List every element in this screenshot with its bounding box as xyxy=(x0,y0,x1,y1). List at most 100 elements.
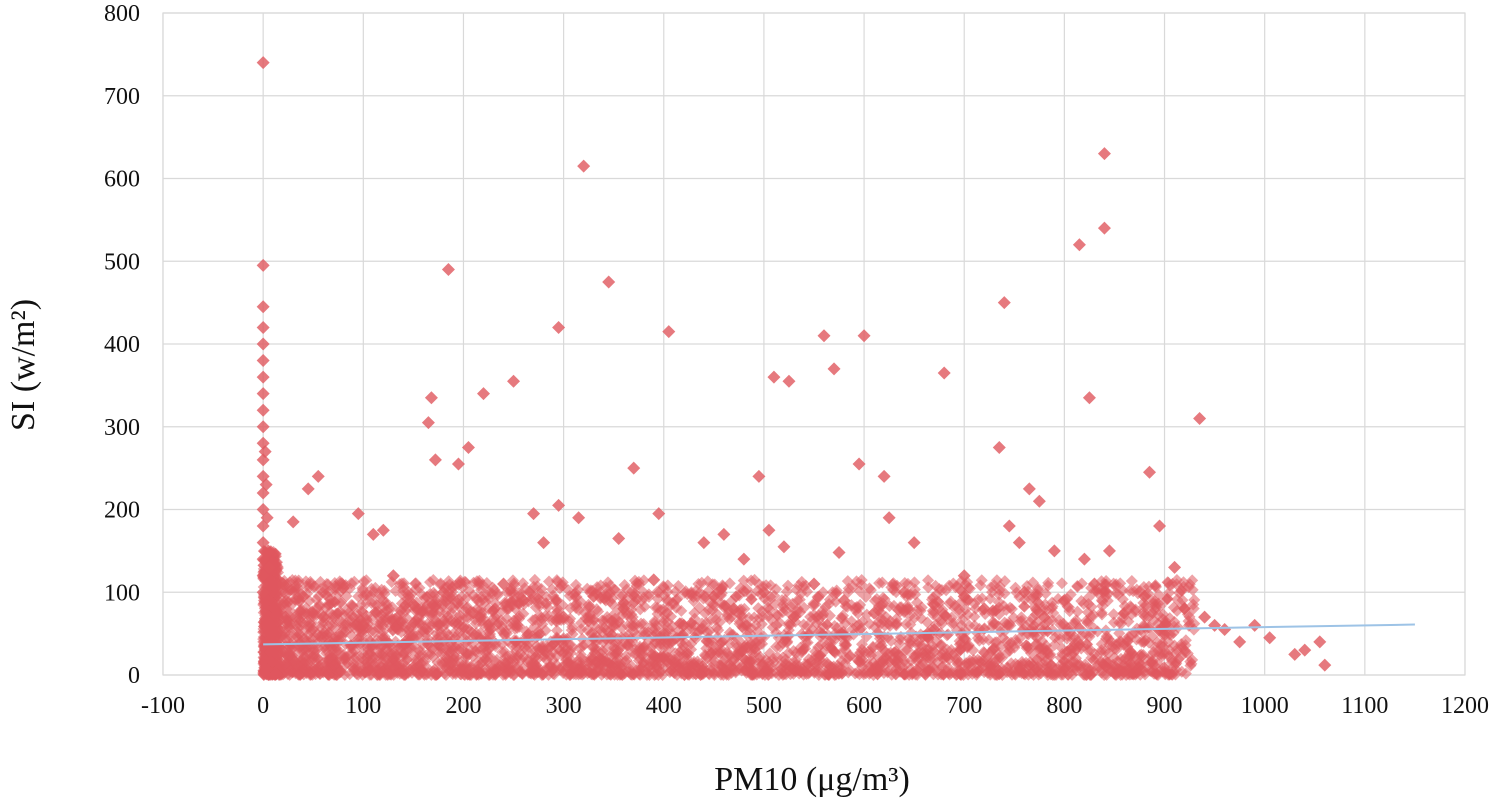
data-point xyxy=(998,587,1011,600)
data-point xyxy=(610,647,623,660)
data-point xyxy=(911,638,924,651)
data-point xyxy=(1077,552,1091,566)
data-point xyxy=(441,263,455,277)
data-point xyxy=(256,552,270,566)
data-point xyxy=(701,575,714,588)
data-point xyxy=(977,602,991,616)
data-point xyxy=(863,617,876,630)
data-point xyxy=(928,645,941,658)
data-point xyxy=(260,617,273,630)
data-point xyxy=(857,666,870,679)
data-point xyxy=(1168,560,1182,574)
data-point xyxy=(1179,639,1192,652)
data-point xyxy=(360,652,373,665)
data-point xyxy=(1042,644,1055,657)
data-point xyxy=(954,668,967,681)
data-point xyxy=(1169,655,1182,668)
data-point xyxy=(1107,577,1120,590)
data-point xyxy=(509,603,522,616)
data-point xyxy=(757,585,771,599)
data-point xyxy=(696,617,709,630)
data-point xyxy=(1233,635,1247,649)
data-point xyxy=(852,457,866,471)
data-point xyxy=(808,665,821,678)
data-point xyxy=(442,655,455,668)
data-point xyxy=(421,591,434,604)
data-point xyxy=(500,612,513,625)
data-point xyxy=(533,587,546,600)
data-point xyxy=(888,579,901,592)
data-point xyxy=(604,579,617,592)
data-point xyxy=(937,366,951,380)
data-point xyxy=(586,626,599,639)
data-point xyxy=(841,652,854,665)
data-point xyxy=(1001,618,1014,631)
data-point xyxy=(574,648,587,661)
data-point xyxy=(606,598,619,611)
data-point xyxy=(1138,589,1152,603)
data-point xyxy=(335,595,348,608)
data-point xyxy=(1011,637,1024,650)
data-point xyxy=(338,652,351,665)
data-point xyxy=(338,609,351,622)
data-point xyxy=(1097,147,1111,161)
data-point xyxy=(984,592,997,605)
data-point xyxy=(814,649,827,662)
data-point xyxy=(890,612,903,625)
data-point xyxy=(961,608,974,621)
data-point xyxy=(1188,617,1201,630)
data-point xyxy=(744,668,757,681)
data-point xyxy=(497,577,511,591)
data-point xyxy=(440,617,453,630)
data-point xyxy=(1087,622,1100,635)
trendline xyxy=(263,623,1415,646)
data-point xyxy=(756,605,769,618)
data-point xyxy=(1082,391,1096,405)
data-point xyxy=(642,590,655,603)
data-point xyxy=(290,630,303,643)
data-point xyxy=(807,597,820,610)
data-point xyxy=(935,638,948,651)
data-point xyxy=(1005,668,1018,681)
data-point xyxy=(1068,655,1081,668)
data-point xyxy=(261,544,275,558)
data-point xyxy=(737,574,750,587)
data-point xyxy=(1136,663,1149,676)
data-point xyxy=(706,598,719,611)
data-point xyxy=(870,593,883,606)
data-point xyxy=(1057,655,1070,668)
data-point xyxy=(1148,667,1161,680)
data-point xyxy=(326,608,339,621)
data-point xyxy=(727,602,741,616)
data-point xyxy=(424,391,438,405)
data-point xyxy=(1047,544,1061,558)
data-point xyxy=(334,664,347,677)
data-point xyxy=(687,667,700,680)
data-point xyxy=(839,617,852,630)
data-point xyxy=(1069,617,1082,630)
data-point xyxy=(714,584,727,597)
data-point xyxy=(717,527,731,541)
data-point xyxy=(577,159,591,173)
y-tick-label: 300 xyxy=(104,415,140,441)
data-point xyxy=(550,624,563,637)
data-point xyxy=(513,665,526,678)
data-point xyxy=(781,579,794,592)
data-point xyxy=(1298,643,1312,657)
data-point xyxy=(731,647,744,660)
data-point xyxy=(1107,616,1120,629)
y-tick-label: 800 xyxy=(104,1,140,27)
data-point xyxy=(897,585,911,599)
data-point xyxy=(787,610,801,624)
data-points xyxy=(256,56,1332,681)
data-point xyxy=(405,637,418,650)
y-tick-label: 700 xyxy=(104,84,140,110)
data-point xyxy=(713,637,726,650)
data-point xyxy=(300,664,313,677)
data-point xyxy=(466,606,480,620)
x-tick-label: 300 xyxy=(546,693,582,719)
data-point xyxy=(587,589,601,603)
data-point xyxy=(968,619,981,632)
data-point xyxy=(465,644,478,657)
data-point xyxy=(451,597,464,610)
